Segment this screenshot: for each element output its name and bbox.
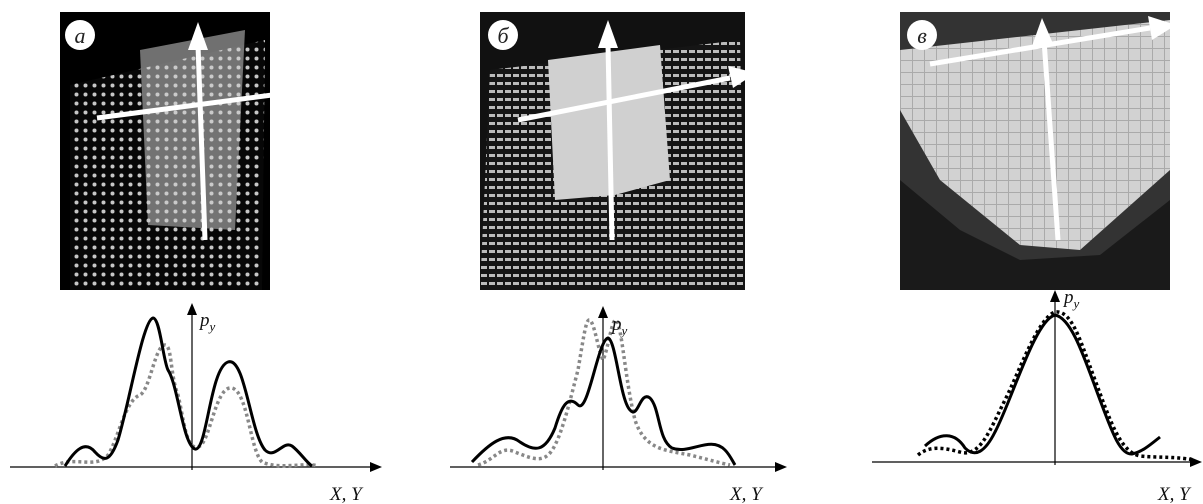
y-axis-sub: y [1072, 296, 1080, 311]
y-axis-sub: y [208, 319, 216, 334]
y-axis-label: py [1062, 287, 1080, 311]
panel-label: б [497, 23, 509, 48]
panel-label: а [75, 23, 86, 48]
panel-b-image [480, 12, 756, 290]
panel-a-plot [10, 303, 382, 472]
x-axis-label: X, Y [1157, 484, 1192, 504]
y-axis-label: py [198, 310, 216, 334]
y-axis-main: p [1062, 287, 1074, 308]
panel-a-image [60, 12, 320, 290]
y-axis-label: py [610, 314, 628, 338]
x-axis-label: X, Y [329, 484, 364, 504]
panel-c-plot [872, 290, 1202, 467]
panel-c-image [900, 12, 1176, 290]
y-axis-main: p [610, 314, 622, 335]
page: а б в py py py X, Y X, Y X, Y (() => { c… [0, 0, 1203, 504]
y-axis-sub: y [620, 323, 628, 338]
x-axis-label: X, Y [729, 484, 764, 504]
y-axis-main: p [198, 310, 210, 331]
figure: а б в py py py X, Y X, Y X, Y [0, 0, 1203, 504]
panel-label: в [917, 23, 927, 48]
